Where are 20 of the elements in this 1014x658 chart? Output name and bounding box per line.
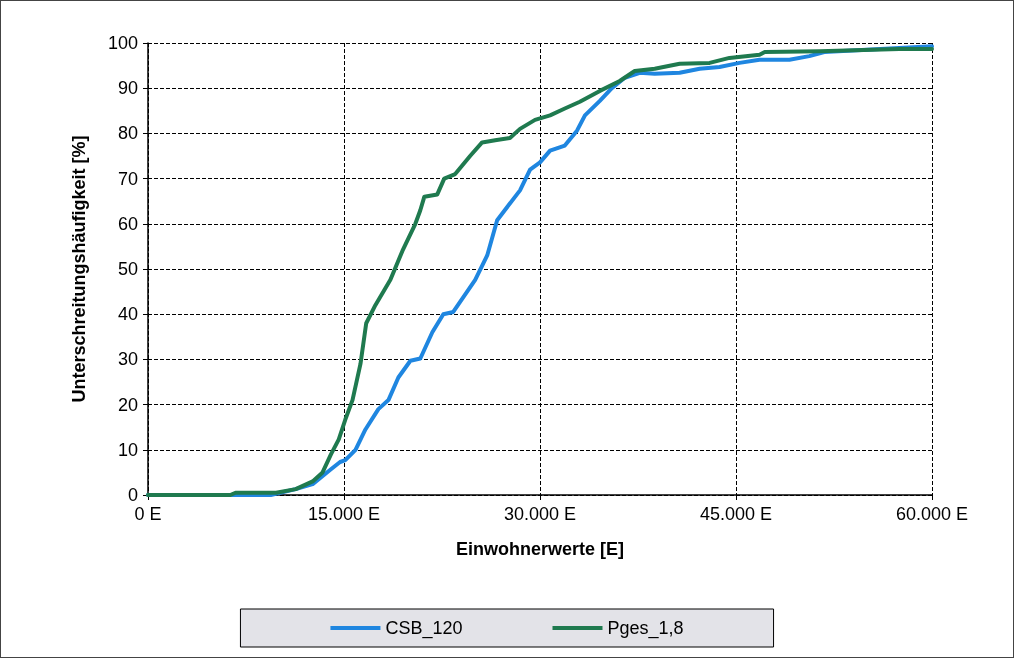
x-tick-label: 30.000 E (503, 504, 577, 524)
y-tick-label: 80 (117, 123, 138, 144)
y-tick-label: 0 (127, 485, 138, 505)
y-tick-label: 100 (107, 33, 138, 53)
legend-label: CSB_120 (385, 618, 463, 639)
y-tick-label: 40 (117, 304, 138, 325)
y-tick-label: 30 (117, 349, 138, 370)
y-tick-label: 20 (117, 394, 138, 415)
y-tick-label: 50 (117, 259, 138, 279)
y-tick-label: 60 (117, 213, 138, 234)
x-tick-label: 60.000 E (895, 504, 969, 524)
y-axis-title: Unterschreitungshäufigkeit [%] (69, 135, 89, 403)
y-tick-label: 90 (117, 78, 138, 99)
x-tick-label: 45.000 E (699, 504, 773, 524)
y-tick-label: 70 (117, 168, 138, 189)
x-tick-label: 15.000 E (307, 504, 381, 524)
x-tick-label: 0 E (134, 504, 162, 524)
legend-label: Pges_1,8 (607, 618, 684, 639)
y-tick-label: 10 (117, 439, 138, 460)
x-axis-title: Einwohnerwerte [E] (455, 539, 625, 559)
